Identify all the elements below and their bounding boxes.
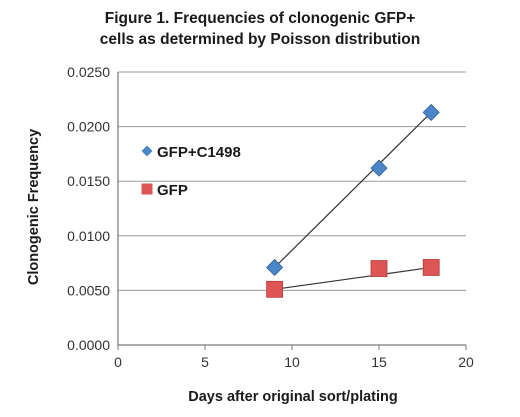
x-tick-label: 20 xyxy=(458,354,474,370)
data-point-gfp-c1498 xyxy=(422,103,440,121)
data-point-gfp xyxy=(422,259,440,276)
data-point-gfp xyxy=(370,260,388,277)
legend-marker-gfp xyxy=(141,183,153,195)
legend-label-gfp-c1498: GFP+C1498 xyxy=(157,144,241,161)
x-tick-label: 0 xyxy=(114,354,122,370)
y-tick-label: 0.0000 xyxy=(67,337,110,353)
x-axis-title: Days after original sort/plating xyxy=(188,389,398,405)
legend-label-gfp: GFP xyxy=(157,182,188,199)
data-point-gfp-c1498 xyxy=(266,258,284,277)
data-point-gfp-c1498 xyxy=(370,159,388,177)
y-tick-label: 0.0050 xyxy=(67,282,110,298)
trendline-gfp-c1498 xyxy=(274,111,432,268)
legend-marker-gfp-c1498 xyxy=(141,145,153,157)
y-tick-label: 0.0150 xyxy=(67,173,110,189)
caption-line-1: Figure 1. Frequencies of clonogenic GFP+ xyxy=(104,10,416,27)
trendline-gfp xyxy=(274,266,432,290)
x-tick-label: 15 xyxy=(371,354,387,370)
y-tick-label: 0.0250 xyxy=(67,64,110,80)
data-point-gfp xyxy=(266,280,284,298)
figure-caption: Figure 1. Frequencies of clonogenic GFP+… xyxy=(0,8,520,50)
y-axis-title: Clonogenic Frequency xyxy=(26,129,42,285)
y-tick-label: 0.0200 xyxy=(67,119,110,135)
caption-line-2: cells as determined by Poisson distribut… xyxy=(99,31,421,48)
y-tick-label: 0.0100 xyxy=(67,228,110,244)
x-tick-label: 10 xyxy=(284,354,300,370)
x-tick-label: 5 xyxy=(201,354,209,370)
